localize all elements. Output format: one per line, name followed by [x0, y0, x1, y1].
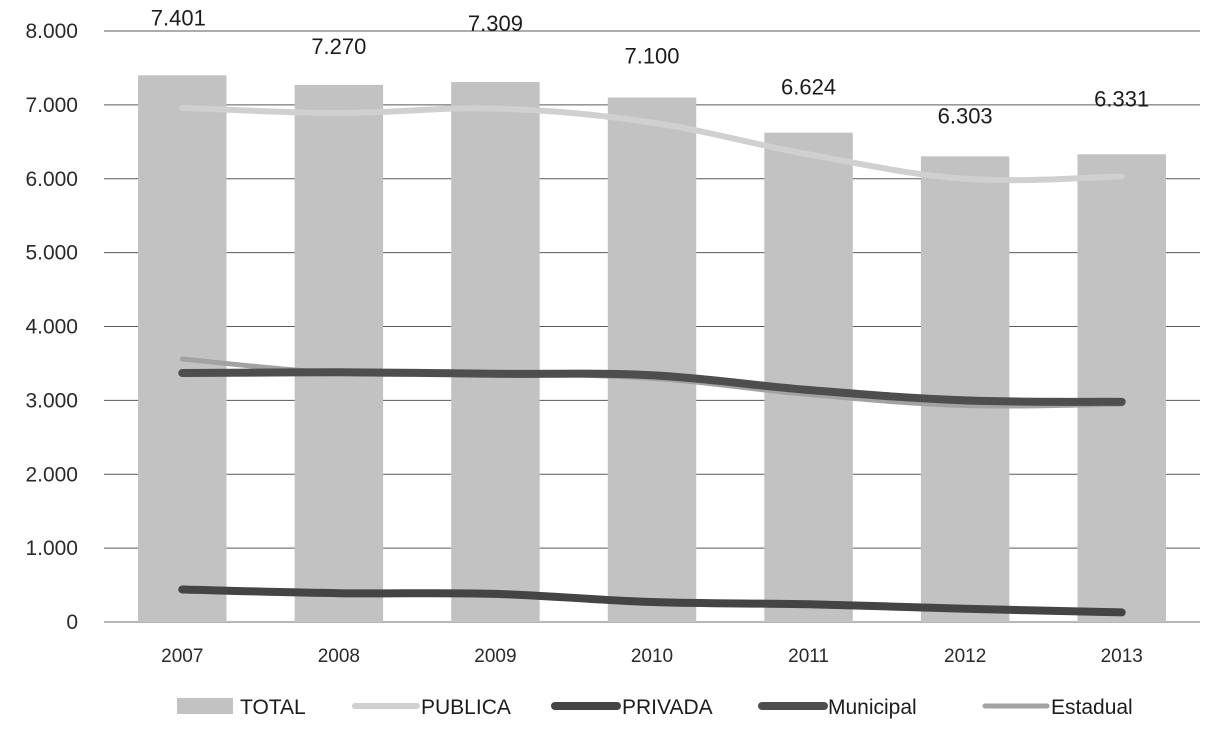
bar-total-2009 [451, 82, 540, 623]
bar-total-2012 [920, 156, 1010, 622]
y-tick-label: 7.000 [25, 94, 78, 117]
data-label-total-2010: 7.100 [624, 43, 679, 68]
line-municipal [178, 368, 1126, 406]
legend-label-total: TOTAL [240, 696, 306, 719]
line-publica [179, 104, 1125, 184]
y-tick-label: 3.000 [25, 389, 78, 412]
legend-label-publica: PUBLICA [421, 696, 511, 719]
y-tick-label: 4.000 [25, 316, 78, 339]
data-label-total-2013: 6.331 [1094, 86, 1149, 111]
bar-total-2010 [607, 97, 697, 623]
bar-total-2008 [294, 84, 384, 622]
bar-total-2013 [1077, 154, 1166, 623]
x-tick-label: 2008 [318, 646, 360, 667]
y-tick-label: 8.000 [25, 20, 78, 43]
x-tick-label: 2007 [161, 646, 203, 667]
bar-total-2011 [764, 132, 853, 623]
x-tick-label: 2010 [631, 646, 673, 667]
y-axis: 0 1.000 2.000 3.000 4.000 5.000 6.000 7.000 8.00… [25, 20, 78, 634]
bar-total-2007 [138, 75, 227, 623]
legend-swatch-total [177, 698, 233, 714]
data-label-total-2012: 6.303 [938, 103, 993, 128]
data-label-total-2009: 7.309 [468, 11, 523, 36]
legend-label-privada: PRIVADA [622, 696, 713, 719]
x-tick-label: 2013 [1101, 646, 1143, 667]
data-labels: 7.401 7.270 7.309 7.100 6.624 6.303 6.331 [151, 5, 1149, 128]
x-tick-label: 2011 [788, 646, 829, 667]
y-tick-label: 2.000 [25, 463, 78, 486]
x-tick-label: 2012 [944, 646, 986, 667]
x-axis: 2007 2008 2009 2010 2011 2012 2013 [161, 646, 1143, 667]
line-series [178, 104, 1126, 617]
y-tick-label: 1.000 [25, 537, 78, 560]
y-tick-label: 0 [66, 611, 78, 634]
line-privada [178, 585, 1126, 617]
y-tick-label: 5.000 [25, 242, 78, 265]
bar-series [138, 75, 1166, 623]
data-label-total-2007: 7.401 [151, 5, 206, 30]
legend-label-estadual: Estadual [1051, 696, 1133, 719]
x-tick-label: 2009 [474, 646, 516, 667]
legend-label-municipal: Municipal [828, 696, 917, 719]
data-label-total-2008: 7.270 [311, 34, 366, 59]
legend: TOTAL PUBLICA PRIVADA Municipal Estadual [177, 696, 1133, 719]
y-tick-label: 6.000 [25, 168, 78, 191]
data-label-total-2011: 6.624 [781, 75, 836, 100]
